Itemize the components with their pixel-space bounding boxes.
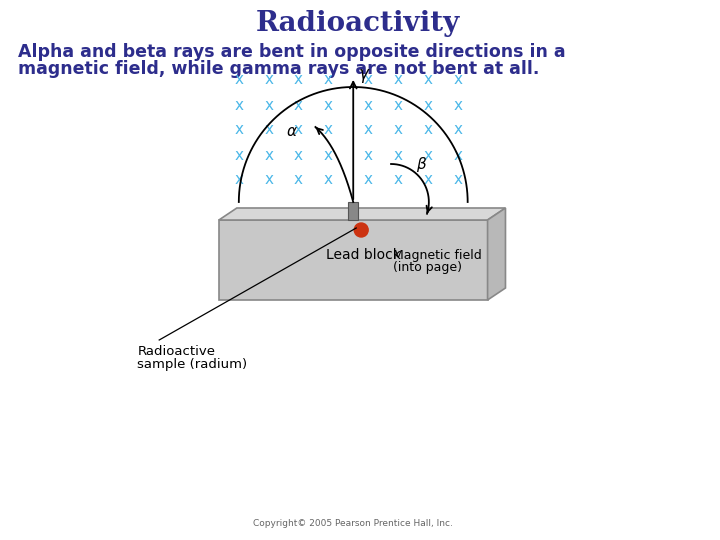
Text: x: x — [394, 147, 402, 163]
Text: x: x — [423, 98, 433, 112]
Text: Alpha and beta rays are bent in opposite directions in a: Alpha and beta rays are bent in opposite… — [18, 43, 565, 61]
Text: x: x — [453, 98, 462, 112]
Text: x: x — [423, 172, 433, 187]
Text: x: x — [324, 123, 333, 138]
Text: x: x — [294, 172, 303, 187]
Text: x: x — [234, 98, 243, 112]
Text: x: x — [364, 147, 373, 163]
Text: x: x — [394, 72, 402, 87]
Text: x: x — [324, 147, 333, 163]
Text: Lead block: Lead block — [325, 248, 400, 262]
Text: x: x — [423, 147, 433, 163]
Text: x: x — [453, 123, 462, 138]
Text: x: x — [264, 98, 273, 112]
Text: (into page): (into page) — [393, 261, 462, 274]
Text: x: x — [294, 72, 303, 87]
Text: $\alpha$: $\alpha$ — [286, 125, 297, 139]
Text: x: x — [453, 147, 462, 163]
Text: Radioactivity: Radioactivity — [256, 10, 460, 37]
Text: x: x — [364, 123, 373, 138]
Text: x: x — [364, 172, 373, 187]
Text: x: x — [294, 123, 303, 138]
Text: x: x — [394, 172, 402, 187]
Text: $\gamma$: $\gamma$ — [359, 67, 371, 85]
Text: x: x — [394, 123, 402, 138]
Text: x: x — [264, 172, 273, 187]
Circle shape — [354, 223, 368, 237]
Text: $\beta$: $\beta$ — [416, 156, 428, 174]
Text: x: x — [364, 72, 373, 87]
Text: x: x — [234, 123, 243, 138]
Text: Radioactive: Radioactive — [138, 345, 215, 358]
Text: x: x — [324, 72, 333, 87]
Text: Copyright© 2005 Pearson Prentice Hall, Inc.: Copyright© 2005 Pearson Prentice Hall, I… — [253, 519, 453, 528]
Text: x: x — [264, 123, 273, 138]
Polygon shape — [219, 208, 505, 220]
Polygon shape — [487, 208, 505, 300]
Text: sample (radium): sample (radium) — [138, 358, 248, 371]
Text: x: x — [294, 98, 303, 112]
Bar — [348, 202, 359, 220]
Text: x: x — [453, 172, 462, 187]
Text: x: x — [234, 172, 243, 187]
Text: x: x — [324, 98, 333, 112]
Text: x: x — [453, 72, 462, 87]
Text: Magnetic field: Magnetic field — [393, 248, 482, 261]
Text: x: x — [234, 72, 243, 87]
Text: x: x — [423, 72, 433, 87]
Text: magnetic field, while gamma rays are not bent at all.: magnetic field, while gamma rays are not… — [18, 60, 539, 78]
Text: x: x — [324, 172, 333, 187]
Bar — [219, 220, 487, 300]
Text: x: x — [394, 98, 402, 112]
Text: x: x — [364, 98, 373, 112]
Text: x: x — [234, 147, 243, 163]
Text: x: x — [423, 123, 433, 138]
Text: x: x — [294, 147, 303, 163]
Text: x: x — [264, 147, 273, 163]
Text: x: x — [264, 72, 273, 87]
